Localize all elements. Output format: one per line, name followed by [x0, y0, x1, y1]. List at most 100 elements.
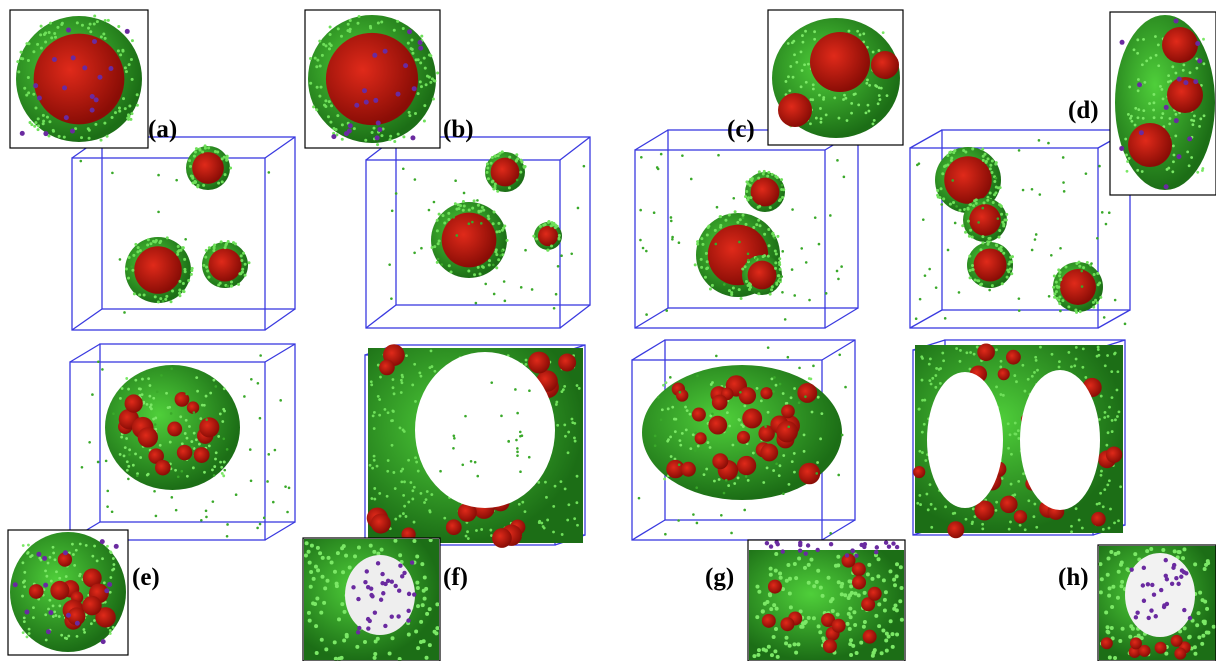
particle [715, 355, 718, 358]
particle [208, 246, 211, 249]
particle [535, 237, 538, 240]
particle [363, 640, 367, 644]
particle [744, 265, 747, 268]
particle [1059, 310, 1062, 313]
particle [373, 98, 378, 103]
particle [62, 85, 67, 90]
particle [452, 216, 455, 219]
particle [528, 456, 531, 459]
particle [1058, 271, 1061, 274]
particle [804, 30, 807, 33]
particle [1067, 351, 1070, 354]
particle [29, 121, 32, 124]
particle [927, 508, 930, 511]
particle [402, 512, 405, 515]
particle [52, 604, 55, 607]
particle [214, 458, 217, 461]
particle [829, 599, 833, 603]
particle [736, 221, 739, 224]
particle [249, 448, 252, 451]
particle [881, 629, 885, 633]
particle [745, 475, 748, 478]
particle [874, 84, 877, 87]
particle [773, 649, 777, 653]
particle [207, 146, 210, 149]
particle [223, 387, 226, 390]
particle [981, 527, 984, 530]
particle [874, 614, 878, 618]
particle [494, 154, 497, 157]
particle [1075, 311, 1078, 314]
particle [663, 478, 666, 481]
particle [709, 446, 712, 449]
micelle-core [134, 246, 182, 294]
particle [58, 615, 61, 618]
particle [149, 384, 152, 387]
particle [981, 148, 984, 151]
particle [1134, 615, 1138, 619]
particle [766, 175, 769, 178]
particle [347, 128, 352, 133]
particle [816, 461, 819, 464]
particle [111, 510, 114, 513]
particle [108, 66, 113, 71]
particle [393, 539, 397, 543]
particle [436, 219, 439, 222]
particle [972, 508, 975, 511]
particle [402, 167, 405, 170]
particle [818, 630, 822, 634]
particle [56, 26, 59, 29]
particle [1137, 78, 1140, 81]
particle [1051, 353, 1054, 356]
particle [503, 280, 506, 283]
particle [865, 111, 868, 114]
particle [71, 543, 74, 546]
particle [208, 445, 211, 448]
particle [732, 444, 735, 447]
particle [838, 117, 841, 120]
particle [1107, 594, 1111, 598]
particle [686, 409, 689, 412]
particle [349, 19, 352, 22]
particle [102, 33, 105, 36]
particle [769, 293, 772, 296]
particle [1104, 364, 1107, 367]
particle [426, 490, 429, 493]
particle [990, 171, 993, 174]
particle [717, 154, 720, 157]
particle [413, 252, 416, 255]
particle [1070, 530, 1073, 533]
particle [1035, 359, 1038, 362]
particle [791, 208, 794, 211]
particle [63, 136, 66, 139]
particle [531, 288, 534, 291]
particle [800, 247, 803, 250]
particle [79, 543, 82, 546]
particle [999, 366, 1002, 369]
particle [1110, 605, 1114, 609]
particle [576, 384, 579, 387]
particle [798, 401, 801, 404]
particle [322, 43, 325, 46]
particle [788, 483, 791, 486]
particle [742, 216, 745, 219]
particle [494, 183, 497, 186]
particle [849, 653, 853, 657]
particle [892, 578, 896, 582]
particle [191, 267, 194, 270]
particle [519, 431, 522, 434]
particle [133, 292, 136, 295]
particle [1155, 54, 1158, 57]
particle [515, 153, 518, 156]
particle [357, 545, 361, 549]
particle [373, 498, 376, 501]
particle [400, 379, 403, 382]
micelle-core [944, 156, 992, 204]
particle [435, 602, 439, 606]
particle [979, 248, 982, 251]
panel-label: (f) [443, 564, 468, 591]
particle [801, 34, 804, 37]
particle [136, 250, 139, 253]
particle [400, 481, 403, 484]
particle [695, 486, 698, 489]
